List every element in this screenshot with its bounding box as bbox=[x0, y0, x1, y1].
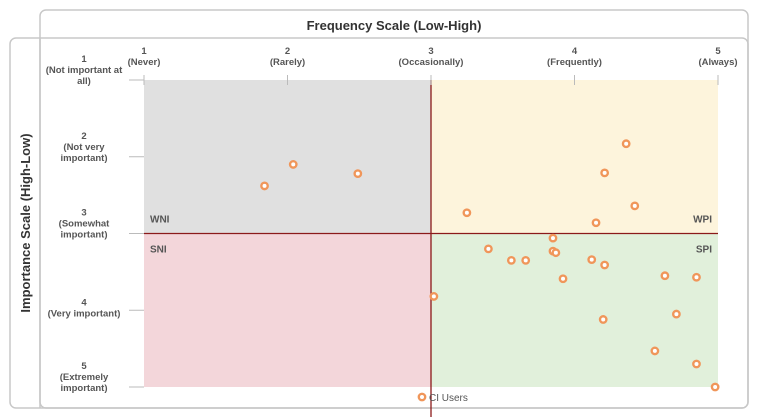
data-point[interactable] bbox=[506, 255, 516, 265]
x-tick-label: (Never) bbox=[128, 57, 161, 68]
data-point[interactable] bbox=[630, 201, 640, 211]
quadrant-label: SPI bbox=[696, 245, 712, 256]
y-tick-label: 2 bbox=[81, 131, 86, 142]
x-tick-label: (Frequently) bbox=[547, 57, 602, 68]
quadrant-label: WPI bbox=[693, 215, 712, 226]
x-tick-label: (Occasionally) bbox=[399, 57, 464, 68]
data-point[interactable] bbox=[600, 260, 610, 270]
quadrant-label: WNI bbox=[150, 215, 170, 226]
data-point[interactable] bbox=[548, 233, 558, 243]
data-point[interactable] bbox=[591, 218, 601, 228]
y-tick-label: (Not very bbox=[63, 142, 105, 153]
legend[interactable]: CI Users bbox=[417, 392, 468, 404]
y-tick-label: important) bbox=[61, 383, 108, 394]
y-tick-label: 4 bbox=[81, 297, 87, 308]
legend-label: CI Users bbox=[429, 393, 468, 404]
data-point[interactable] bbox=[551, 248, 561, 258]
data-point[interactable] bbox=[621, 139, 631, 149]
y-axis-title: Importance Scale (High-Low) bbox=[18, 133, 33, 312]
y-tick-label: 5 bbox=[81, 361, 87, 372]
y-tick-label: (Extremely bbox=[60, 372, 109, 383]
data-point[interactable] bbox=[587, 255, 597, 264]
data-point[interactable] bbox=[462, 208, 472, 218]
data-point[interactable] bbox=[710, 382, 720, 392]
y-tick-label: 1 bbox=[81, 54, 87, 65]
data-point[interactable] bbox=[288, 160, 298, 169]
data-point[interactable] bbox=[598, 315, 608, 324]
data-point[interactable] bbox=[600, 168, 610, 178]
y-tick-label: (Very important) bbox=[48, 308, 121, 319]
y-tick-label: important) bbox=[61, 230, 108, 241]
x-tick-label: 4 bbox=[572, 46, 578, 57]
y-tick-label: all) bbox=[77, 76, 91, 87]
left-frame bbox=[9, 37, 749, 409]
x-tick-label: 1 bbox=[141, 46, 147, 57]
data-point[interactable] bbox=[558, 274, 568, 284]
data-point[interactable] bbox=[692, 359, 701, 369]
x-tick-label: 2 bbox=[285, 46, 290, 57]
y-tick-label: 3 bbox=[81, 208, 86, 219]
data-point[interactable] bbox=[650, 346, 660, 356]
data-point[interactable] bbox=[353, 169, 363, 179]
quadrant-wni bbox=[144, 80, 431, 234]
quadrant-spi bbox=[431, 233, 718, 387]
quadrant-sni bbox=[144, 233, 431, 387]
y-tick-label: (Somewhat bbox=[59, 219, 111, 230]
y-tick-label: important) bbox=[61, 153, 108, 164]
data-point[interactable] bbox=[260, 181, 269, 191]
x-tick-label: (Always) bbox=[698, 57, 737, 68]
data-point[interactable] bbox=[671, 309, 681, 319]
data-point[interactable] bbox=[692, 272, 701, 282]
x-axis-title: Frequency Scale (Low-High) bbox=[307, 18, 482, 33]
legend-marker-icon bbox=[417, 392, 427, 402]
x-tick-label: 5 bbox=[715, 46, 721, 57]
x-tick-label: 3 bbox=[428, 46, 433, 57]
quadrant-wpi bbox=[431, 80, 718, 234]
data-point[interactable] bbox=[429, 292, 439, 301]
x-tick-label: (Rarely) bbox=[270, 57, 305, 68]
quadrant-label: SNI bbox=[150, 245, 167, 256]
data-point[interactable] bbox=[521, 255, 531, 265]
data-point[interactable] bbox=[660, 271, 670, 281]
data-point[interactable] bbox=[483, 244, 493, 254]
y-tick-label: (Not important at bbox=[46, 65, 123, 76]
